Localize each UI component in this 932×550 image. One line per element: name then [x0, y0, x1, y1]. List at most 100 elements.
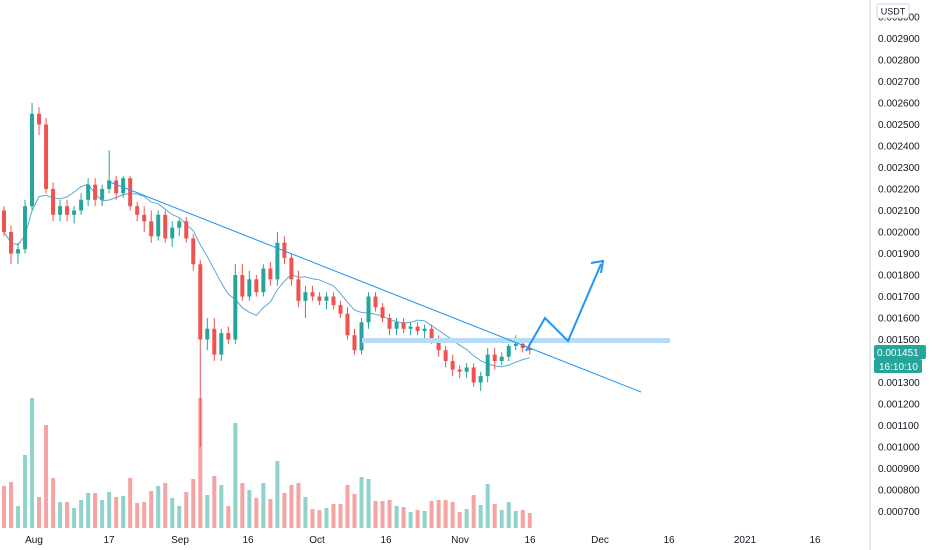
volume-bar: [282, 493, 287, 528]
price-unit-label: USDT: [881, 7, 906, 17]
candle-body: [198, 264, 203, 340]
volume-bar: [16, 506, 21, 528]
time-tick-label: 16: [809, 535, 821, 546]
volume-bar: [338, 504, 343, 528]
time-tick-label: Dec: [591, 535, 609, 546]
price-tick-label: 0.001100: [878, 421, 919, 432]
volume-bar: [163, 483, 168, 528]
candle-body: [387, 318, 392, 329]
price-tick-label: 0.002100: [878, 206, 920, 217]
candle-body: [9, 232, 14, 254]
volume-bars: [2, 398, 532, 528]
volume-bar: [443, 500, 448, 528]
candle-body: [296, 279, 301, 301]
price-tick-label: 0.001900: [878, 249, 920, 260]
volume-bar: [499, 510, 504, 528]
candle-body: [331, 296, 336, 306]
candle-body: [156, 214, 161, 237]
candle-body: [219, 333, 224, 355]
candle-body: [373, 296, 378, 308]
time-tick-label: 16: [380, 535, 392, 546]
volume-bar: [331, 504, 336, 528]
volume-bar: [79, 500, 84, 528]
candle-body: [289, 257, 294, 280]
volume-bar: [352, 494, 357, 528]
volume-bar: [184, 492, 189, 528]
volume-bar: [492, 504, 497, 528]
volume-bar: [513, 511, 518, 528]
candle-body: [86, 184, 91, 200]
arrow-head-icon: [590, 259, 605, 274]
volume-bar: [86, 493, 91, 528]
volume-bar: [191, 479, 196, 528]
price-tick-label: 0.000700: [878, 507, 920, 518]
volume-bar: [107, 492, 112, 528]
volume-bar: [58, 502, 63, 528]
candlestick-series: [2, 103, 532, 447]
volume-bar: [527, 513, 532, 528]
candle-body: [282, 242, 287, 258]
price-tick-label: 0.001200: [878, 400, 920, 411]
time-axis-ticks[interactable]: Aug 17 Sep 16 Oct 16 Nov 16 Dec 16 2021 16: [25, 535, 821, 546]
volume-bar: [65, 502, 70, 528]
moving-average-line: [3, 183, 530, 368]
candle-body: [338, 305, 343, 314]
candle-body: [212, 328, 217, 355]
candle-body: [226, 333, 231, 340]
volume-bar: [9, 482, 14, 528]
candle-body: [121, 178, 126, 194]
projected-path-arrow: [525, 263, 602, 352]
time-tick-label: Nov: [451, 535, 469, 546]
candle-body: [247, 279, 252, 297]
price-tick-label: 0.001800: [878, 271, 920, 282]
candle-body: [394, 322, 399, 329]
volume-bar: [135, 503, 140, 528]
candle-body: [408, 326, 413, 329]
candle-body: [450, 361, 455, 370]
candle-body: [401, 322, 406, 329]
candle-body: [345, 313, 350, 336]
candle-body: [170, 227, 175, 239]
candle-body: [261, 268, 266, 293]
last-price-badge: [874, 345, 926, 359]
candle-body: [317, 296, 322, 301]
volume-bar: [233, 423, 238, 528]
descending-trend-line: [109, 181, 642, 393]
candle-body: [478, 376, 483, 383]
volume-bar: [114, 497, 119, 528]
candle-body: [107, 180, 112, 189]
candle-body: [471, 367, 476, 383]
volume-bar: [247, 490, 252, 528]
candle-body: [275, 242, 280, 280]
candle-body: [72, 210, 77, 215]
candle-body: [366, 296, 371, 323]
volume-bar: [303, 497, 308, 528]
candle-body: [415, 326, 420, 331]
volume-bar: [373, 501, 378, 528]
candle-body: [100, 189, 105, 200]
candle-body: [114, 180, 119, 194]
volume-bar: [464, 509, 469, 528]
volume-bar: [219, 485, 224, 528]
price-tick-label: 0.001600: [878, 314, 920, 325]
volume-bar: [268, 499, 273, 528]
price-tick-label: 0.002200: [878, 185, 920, 196]
candle-body: [506, 345, 511, 357]
volume-bar: [310, 509, 315, 528]
candle-body: [520, 343, 525, 349]
time-tick-label: 16: [524, 535, 536, 546]
candle-body: [485, 354, 490, 377]
volume-bar: [296, 483, 301, 528]
countdown-badge: [874, 359, 922, 373]
candle-body: [457, 369, 462, 372]
candle-body: [310, 292, 315, 297]
volume-bar: [436, 500, 441, 528]
volume-bar: [128, 478, 133, 528]
volume-bar: [506, 502, 511, 528]
volume-bar: [485, 484, 490, 528]
volume-bar: [275, 461, 280, 528]
candle-body: [65, 206, 70, 215]
volume-bar: [30, 398, 35, 528]
volume-bar: [345, 485, 350, 528]
